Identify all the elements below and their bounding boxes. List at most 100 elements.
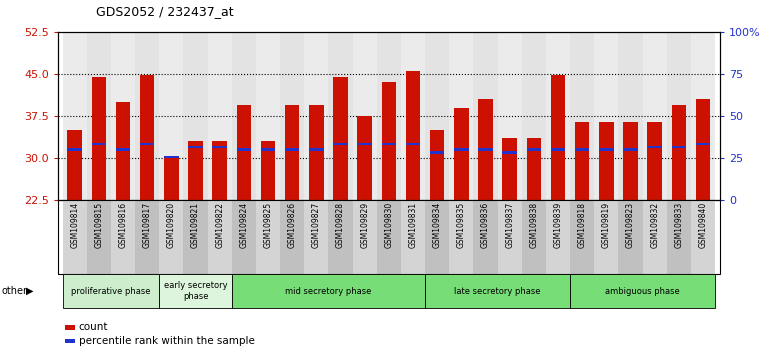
- Bar: [382, 82, 396, 200]
- Text: GSM109833: GSM109833: [675, 202, 683, 248]
- Bar: [333, 143, 348, 145]
- Bar: [599, 121, 614, 200]
- Text: GSM109821: GSM109821: [191, 202, 200, 248]
- Bar: [406, 143, 420, 145]
- Text: GSM109817: GSM109817: [142, 202, 152, 248]
- Bar: [648, 121, 662, 200]
- Bar: [623, 121, 638, 200]
- Bar: [261, 141, 275, 200]
- Text: GSM109837: GSM109837: [505, 202, 514, 248]
- Bar: [696, 143, 710, 145]
- Text: GSM109831: GSM109831: [409, 202, 417, 248]
- Bar: [329, 32, 353, 200]
- Bar: [116, 102, 130, 200]
- Text: GSM109830: GSM109830: [384, 202, 393, 248]
- Bar: [377, 32, 401, 200]
- Bar: [401, 32, 425, 200]
- Bar: [285, 105, 300, 200]
- Text: other: other: [2, 286, 28, 296]
- Text: GSM109827: GSM109827: [312, 202, 321, 248]
- Bar: [213, 145, 227, 148]
- Bar: [430, 151, 444, 154]
- Bar: [671, 105, 686, 200]
- Bar: [648, 145, 662, 148]
- Bar: [474, 32, 497, 200]
- Bar: [68, 130, 82, 200]
- Text: GSM109824: GSM109824: [239, 202, 249, 248]
- Bar: [357, 143, 372, 145]
- Text: GSM109823: GSM109823: [626, 202, 635, 248]
- Bar: [357, 116, 372, 200]
- Bar: [671, 145, 686, 148]
- Text: percentile rank within the sample: percentile rank within the sample: [79, 336, 254, 346]
- Bar: [111, 32, 135, 200]
- Text: count: count: [79, 322, 108, 332]
- Bar: [164, 156, 179, 158]
- Bar: [261, 148, 275, 151]
- Text: GSM109828: GSM109828: [336, 202, 345, 248]
- Bar: [430, 130, 444, 200]
- Bar: [333, 77, 348, 200]
- Text: late secretory phase: late secretory phase: [454, 287, 541, 296]
- Bar: [623, 148, 638, 151]
- Bar: [232, 32, 256, 200]
- Bar: [236, 148, 251, 151]
- Bar: [116, 148, 130, 151]
- Bar: [309, 105, 323, 200]
- Text: ▶: ▶: [26, 286, 34, 296]
- Text: GSM109835: GSM109835: [457, 202, 466, 248]
- Bar: [503, 138, 517, 200]
- Bar: [454, 108, 469, 200]
- Bar: [135, 32, 159, 200]
- Bar: [551, 75, 565, 200]
- Bar: [280, 32, 304, 200]
- Bar: [478, 99, 493, 200]
- Bar: [546, 32, 570, 200]
- Bar: [599, 148, 614, 151]
- Bar: [478, 148, 493, 151]
- Bar: [285, 148, 300, 151]
- Bar: [643, 32, 667, 200]
- Bar: [208, 32, 232, 200]
- Bar: [213, 141, 227, 200]
- Text: GSM109838: GSM109838: [529, 202, 538, 248]
- Text: GSM109834: GSM109834: [433, 202, 442, 248]
- Text: GSM109819: GSM109819: [602, 202, 611, 248]
- Bar: [575, 121, 590, 200]
- Bar: [140, 75, 155, 200]
- Bar: [406, 71, 420, 200]
- Text: GSM109820: GSM109820: [167, 202, 176, 248]
- Text: GSM109826: GSM109826: [288, 202, 296, 248]
- Bar: [304, 32, 329, 200]
- Bar: [164, 157, 179, 200]
- Text: ambiguous phase: ambiguous phase: [605, 287, 680, 296]
- Text: GSM109836: GSM109836: [481, 202, 490, 248]
- Bar: [696, 99, 710, 200]
- Bar: [382, 143, 396, 145]
- Bar: [92, 143, 106, 145]
- Text: GSM109825: GSM109825: [263, 202, 273, 248]
- Bar: [503, 151, 517, 154]
- Bar: [594, 32, 618, 200]
- Bar: [527, 148, 541, 151]
- Text: GSM109832: GSM109832: [650, 202, 659, 248]
- Bar: [140, 143, 155, 145]
- Bar: [454, 148, 469, 151]
- Bar: [527, 138, 541, 200]
- Bar: [309, 148, 323, 151]
- Bar: [87, 32, 111, 200]
- Bar: [62, 32, 87, 200]
- Text: mid secretory phase: mid secretory phase: [285, 287, 372, 296]
- Bar: [183, 32, 208, 200]
- Bar: [425, 32, 449, 200]
- Bar: [188, 145, 203, 148]
- Bar: [497, 32, 522, 200]
- Bar: [188, 141, 203, 200]
- Text: GDS2052 / 232437_at: GDS2052 / 232437_at: [96, 5, 234, 18]
- Bar: [449, 32, 474, 200]
- Bar: [570, 32, 594, 200]
- Bar: [522, 32, 546, 200]
- Bar: [92, 77, 106, 200]
- Text: GSM109822: GSM109822: [215, 202, 224, 248]
- Text: GSM109839: GSM109839: [554, 202, 563, 248]
